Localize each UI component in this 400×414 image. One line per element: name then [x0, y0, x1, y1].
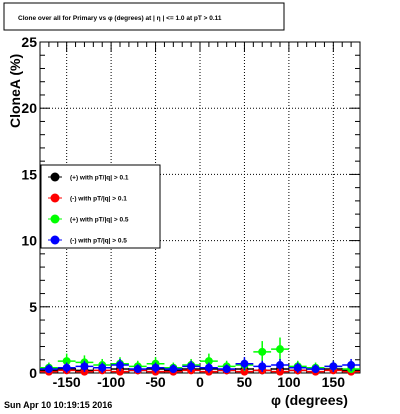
data-point	[240, 367, 249, 376]
data-point	[133, 365, 142, 374]
data-point	[204, 363, 213, 372]
series-3	[40, 357, 360, 374]
data-point	[80, 362, 89, 371]
legend-label: (-) with pT/|q| > 0.5	[70, 238, 127, 245]
data-point	[98, 363, 107, 372]
y-axis-title: CloneA (%)	[7, 54, 23, 128]
x-tick-label: -50	[145, 374, 165, 390]
legend-label: (+) with pT/|q| > 0.1	[70, 175, 129, 182]
data-point	[187, 362, 196, 371]
title-box	[3, 2, 285, 31]
data-point	[347, 361, 356, 370]
y-tick-label: 10	[21, 233, 37, 249]
data-point	[44, 365, 53, 374]
data-point	[116, 361, 124, 370]
data-point	[116, 367, 124, 376]
y-tick-label: 25	[21, 34, 37, 50]
data-point	[62, 363, 71, 372]
x-tick-label: 150	[322, 374, 346, 390]
data-point	[329, 362, 338, 371]
data-point	[240, 359, 249, 368]
x-tick-label: -150	[53, 374, 81, 390]
data-point	[276, 345, 284, 354]
x-axis-title: φ (degrees)	[271, 392, 348, 408]
x-tick-label: 100	[277, 374, 301, 390]
y-tick-label: 15	[21, 166, 37, 182]
x-tick-label: 50	[237, 374, 253, 390]
legend: (+) with pT/|q| > 0.1 (-) with pT/|q| > 0…	[48, 172, 129, 245]
data-point	[276, 367, 284, 376]
y-tick-label: 20	[21, 100, 37, 116]
data-point	[62, 357, 71, 366]
legend-label: (-) with pT/|q| > 0.1	[70, 196, 127, 203]
timestamp: Sun Apr 10 10:19:15 2016	[4, 400, 112, 410]
data-point	[169, 365, 178, 374]
y-tick-label: 0	[29, 365, 37, 381]
data-markers	[40, 337, 360, 376]
data-point	[151, 363, 160, 372]
tick-labels: -150 -100 -50 0 50 100 150 0 5 10 15 20 25	[21, 34, 345, 390]
chart-title: Clone over all for Primary vs φ (degrees…	[18, 15, 222, 22]
legend-box	[40, 164, 161, 249]
x-tick-label: -100	[97, 374, 125, 390]
data-point	[204, 357, 213, 366]
x-tick-label: 0	[196, 374, 204, 390]
data-point	[258, 362, 267, 371]
data-point	[311, 365, 320, 374]
legend-label: (+) with pT/|q| > 0.5	[70, 217, 129, 224]
y-tick-label: 5	[29, 299, 37, 315]
data-point	[222, 365, 231, 374]
data-point	[258, 347, 267, 356]
data-point	[293, 363, 302, 372]
data-point	[276, 361, 284, 370]
